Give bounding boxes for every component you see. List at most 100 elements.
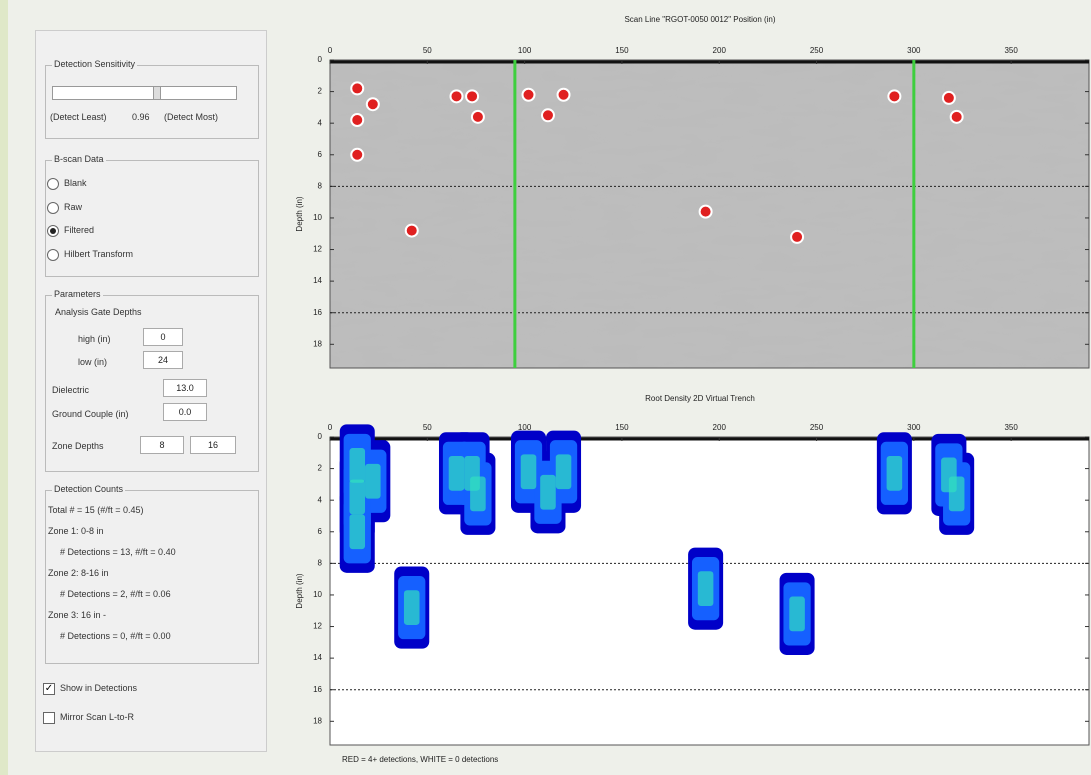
density-cell	[394, 566, 430, 649]
y-tick-label: 14	[313, 276, 322, 285]
y-tick-label: 2	[318, 87, 323, 96]
radio-label: Filtered	[64, 225, 95, 235]
edge	[0, 0, 8, 775]
density-cell	[789, 596, 805, 632]
label: low (in)	[78, 357, 108, 367]
x-tick-label: 100	[518, 423, 532, 432]
input[interactable]: 8	[140, 436, 184, 454]
x-tick-label: 50	[423, 423, 432, 432]
density-cell	[510, 430, 547, 513]
density-cell	[534, 460, 562, 524]
y-tick-label: 2	[318, 464, 323, 473]
density-cell	[359, 449, 387, 513]
density-cell	[688, 547, 724, 630]
density-cell	[697, 571, 714, 607]
radio-button[interactable]	[47, 178, 59, 190]
y-tick-label: 18	[313, 339, 322, 348]
density-cell	[398, 575, 426, 640]
x-tick-label: 150	[615, 423, 629, 432]
density-cell	[886, 455, 903, 491]
y-tick-label: 10	[313, 213, 322, 222]
radio-label: Hilbert Transform	[64, 248, 134, 259]
density-cell	[931, 433, 967, 516]
x-tick-label: 200	[713, 423, 727, 432]
density-cell	[549, 440, 578, 504]
x-tick-label: 300	[907, 46, 921, 55]
density-cell	[464, 462, 492, 526]
radio-button[interactable]	[47, 248, 59, 261]
detection	[470, 109, 485, 124]
density-cell	[365, 463, 381, 499]
input[interactable]: 0.0	[163, 403, 207, 421]
y-tick-label: 6	[318, 150, 323, 159]
x-tick-label: 100	[518, 46, 532, 55]
density-cell	[339, 455, 375, 539]
density-cell	[339, 490, 375, 573]
y-tick-label: 16	[313, 685, 322, 694]
density-cell	[343, 433, 371, 498]
density-cell	[355, 440, 391, 523]
detection	[350, 81, 365, 96]
density-cell	[442, 441, 471, 505]
density-cell	[948, 476, 965, 512]
density-cell	[540, 474, 556, 510]
density-cell	[343, 500, 371, 564]
label: Ground Couple (in)	[52, 409, 129, 419]
density-cell	[935, 443, 963, 507]
detection	[350, 147, 365, 162]
label: high (in)	[78, 334, 111, 344]
density-cell	[555, 454, 572, 490]
input[interactable]: 0	[143, 328, 183, 346]
detection	[365, 97, 380, 112]
density-cell	[349, 448, 366, 483]
checkbox[interactable]	[43, 712, 55, 724]
counts-group: Detection Counts	[45, 484, 259, 664]
label: (Detect Least)	[50, 112, 107, 122]
detection	[790, 229, 805, 244]
x-tick-label: 250	[810, 46, 824, 55]
input[interactable]: 24	[143, 351, 183, 369]
value: 0.96	[132, 112, 150, 122]
x-tick-label: 0	[328, 423, 333, 432]
slider[interactable]	[52, 86, 237, 100]
radio-button[interactable]	[47, 201, 59, 214]
density-cell	[880, 441, 909, 505]
density-cell	[448, 455, 465, 491]
checkbox[interactable]: ✓	[43, 683, 55, 695]
x-tick-label: 0	[328, 46, 333, 55]
y-tick-label: 0	[318, 55, 323, 64]
radio-button[interactable]	[47, 225, 59, 237]
detection	[521, 87, 536, 102]
label: Dielectric	[52, 385, 90, 395]
count-line: Zone 1: 0-8 in	[48, 526, 104, 536]
y-tick-label: 14	[313, 653, 322, 662]
legend-note: RED = 4+ detections, WHITE = 0 detection…	[342, 755, 498, 764]
x-tick-label: 250	[810, 423, 824, 432]
count-line: # Detections = 13, #/ft = 0.40	[60, 547, 176, 557]
count-line: # Detections = 0, #/ft = 0.00	[60, 631, 171, 641]
count-line: Total # = 15 (#/ft = 0.45)	[48, 505, 144, 515]
radio-label: Blank	[64, 178, 87, 188]
input[interactable]: 16	[190, 436, 236, 454]
bscan-group: B-scan Data	[45, 154, 259, 277]
density-cell	[520, 454, 537, 490]
density-cell	[941, 457, 957, 493]
y-axis-label: Depth (in)	[295, 196, 304, 231]
density-cell	[943, 462, 971, 526]
plot-frame	[329, 59, 1090, 369]
input[interactable]: 13.0	[163, 379, 207, 397]
radio-label: Raw	[64, 201, 83, 212]
detection	[449, 89, 464, 104]
label: Zone Depths	[52, 441, 104, 451]
scan-texture	[330, 60, 1089, 368]
group-title: Parameters	[52, 289, 103, 299]
detection	[404, 223, 419, 238]
density-cell	[349, 479, 366, 515]
detection	[350, 113, 365, 128]
x-tick-label: 350	[1004, 423, 1018, 432]
group-title: B-scan Data	[52, 154, 106, 164]
y-tick-label: 10	[313, 590, 322, 599]
count-line: # Detections = 2, #/ft = 0.06	[60, 589, 171, 599]
density-cell	[530, 451, 566, 534]
